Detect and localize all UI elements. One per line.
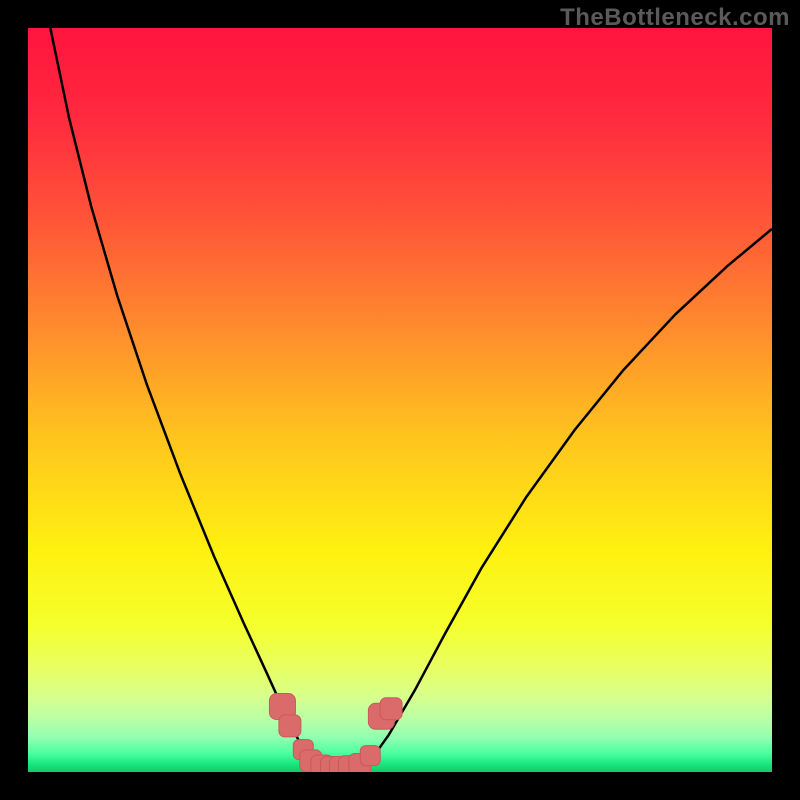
gradient-background bbox=[28, 28, 772, 772]
chart-outer-frame: TheBottleneck.com bbox=[0, 0, 800, 800]
bottleneck-curve-chart bbox=[28, 28, 772, 772]
marker-point bbox=[380, 698, 402, 720]
marker-point bbox=[279, 715, 301, 737]
attribution-text: TheBottleneck.com bbox=[560, 4, 790, 32]
marker-point bbox=[360, 746, 380, 766]
chart-plot-area bbox=[28, 28, 772, 772]
